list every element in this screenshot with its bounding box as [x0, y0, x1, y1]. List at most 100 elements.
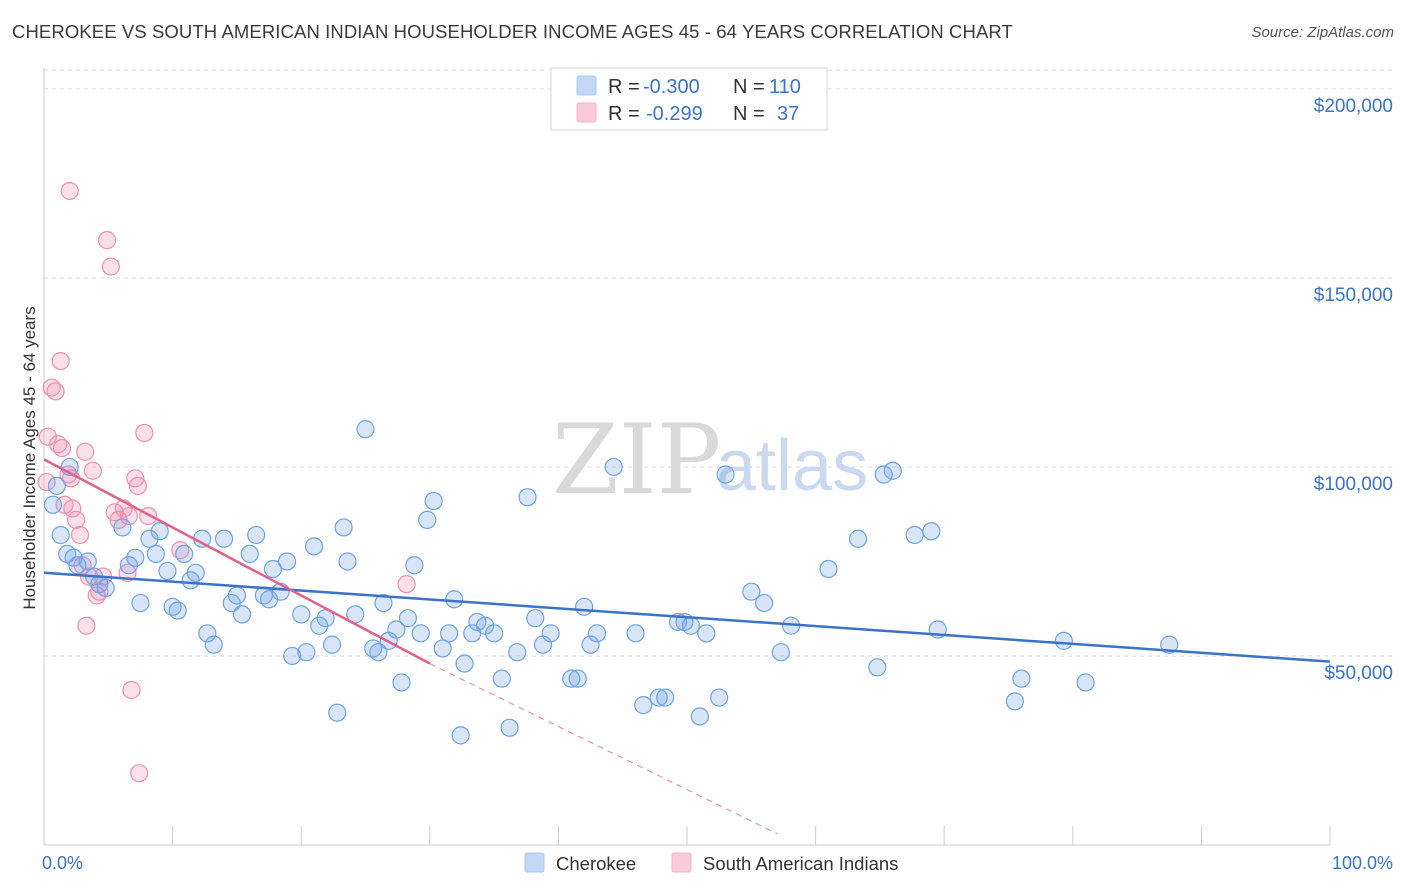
chart-title: CHEROKEE VS SOUTH AMERICAN INDIAN HOUSEH… [12, 21, 1013, 42]
data-point-cherokee [119, 556, 138, 575]
data-point-cherokee [277, 552, 297, 571]
data-point-sai [46, 382, 65, 401]
data-point-cherokee [568, 669, 587, 688]
data-point-sai [67, 510, 86, 529]
y-axis-label: Householder Income Ages 45 - 64 years [20, 306, 39, 609]
legend-swatch-sai [576, 102, 597, 123]
data-point-sai [130, 764, 149, 783]
y-tick-label: $150,000 [1314, 285, 1393, 306]
data-point-cherokee [439, 624, 459, 643]
data-point-cherokee [47, 476, 66, 495]
data-point-cherokee [1054, 631, 1073, 650]
data-point-cherokee [405, 556, 424, 575]
data-point-sai [60, 181, 79, 201]
data-point-cherokee [131, 593, 150, 613]
data-point-sai [128, 476, 147, 495]
data-point-cherokee [96, 578, 115, 598]
data-point-cherokee [140, 529, 159, 548]
bottom-legend-label-cherokee: Cherokee [556, 853, 636, 874]
data-point-cherokee [227, 586, 246, 605]
data-point-cherokee [263, 559, 283, 579]
data-point-cherokee [819, 559, 838, 579]
data-point-cherokee [1076, 673, 1095, 692]
data-point-cherokee [716, 465, 735, 484]
data-point-cherokee [146, 544, 165, 564]
data-point-sai [70, 525, 90, 545]
data-point-cherokee [626, 624, 645, 643]
data-point-cherokee [681, 616, 700, 635]
data-point-cherokee [445, 590, 464, 609]
legend-r-label-sai: R = [608, 103, 640, 125]
data-point-cherokee [297, 643, 316, 662]
data-point-cherokee [451, 726, 470, 745]
data-point-cherokee [304, 537, 324, 556]
data-point-cherokee [322, 635, 342, 654]
data-point-cherokee [485, 624, 504, 643]
legend-r-value-sai: -0.299 [646, 103, 703, 125]
data-point-sai [37, 472, 56, 492]
data-point-cherokee [310, 616, 329, 635]
data-point-cherokee [604, 457, 623, 477]
series-cherokee [43, 420, 1179, 745]
axes [43, 68, 1331, 846]
legend-r-label-cherokee: R = [608, 76, 640, 98]
x-tick-label: 100.0% [1332, 853, 1393, 873]
data-point-sai [51, 351, 70, 371]
data-point-cherokee [848, 529, 868, 548]
data-point-cherokee [198, 624, 217, 643]
data-point-cherokee [158, 561, 177, 581]
data-point-cherokee [356, 420, 375, 439]
data-point-cherokee [905, 525, 924, 545]
data-point-sai [97, 231, 117, 250]
data-point-cherokee [518, 488, 537, 507]
data-point-cherokee [587, 624, 607, 643]
data-point-cherokee [68, 556, 87, 575]
data-point-cherokee [398, 609, 418, 628]
watermark-atlas: atlas [716, 426, 868, 506]
bottom-legend: Cherokee South American Indians [524, 852, 898, 874]
data-point-cherokee [175, 544, 194, 564]
data-point-cherokee [1012, 669, 1031, 688]
legend-swatch-cherokee [576, 75, 597, 96]
data-point-cherokee [697, 624, 716, 643]
data-point-cherokee [541, 624, 560, 643]
watermark: ZIP atlas [552, 404, 868, 516]
trend-line-sai-extension [429, 662, 778, 835]
data-point-sai [52, 438, 72, 458]
data-point-cherokee [292, 605, 311, 624]
data-point-cherokee [742, 582, 761, 601]
x-tick-label: 0.0% [42, 853, 83, 873]
grid [44, 69, 1395, 657]
trend-line-cherokee [43, 571, 1331, 663]
trend-lines [43, 458, 1331, 835]
data-point-cherokee [883, 461, 902, 480]
data-point-cherokee [247, 525, 266, 545]
data-point-cherokee [283, 646, 302, 666]
data-point-sai [101, 257, 120, 276]
data-point-cherokee [369, 643, 388, 662]
data-point-cherokee [1005, 692, 1025, 711]
data-point-cherokee [204, 635, 223, 654]
data-point-sai [63, 499, 82, 518]
bottom-legend-label-sai: South American Indians [703, 853, 898, 874]
data-point-cherokee [868, 658, 887, 677]
data-point-sai [135, 423, 154, 443]
data-point-cherokee [334, 518, 353, 537]
data-point-cherokee [656, 688, 675, 707]
data-point-cherokee [771, 643, 790, 662]
data-point-cherokee [113, 518, 132, 537]
data-point-cherokee [338, 552, 357, 571]
y-tick-label: $50,000 [1324, 663, 1393, 684]
data-point-cherokee [387, 620, 406, 639]
legend-frame [550, 67, 828, 131]
data-point-cherokee [455, 654, 474, 673]
data-point-cherokee [51, 525, 70, 545]
data-point-cherokee [874, 465, 893, 484]
data-point-cherokee [392, 673, 411, 692]
data-point-cherokee [232, 605, 252, 624]
data-point-cherokee [562, 669, 581, 688]
data-point-cherokee [649, 688, 668, 707]
legend-n-label-cherokee: N = [733, 76, 765, 98]
legend-n-label-sai: N = [733, 103, 765, 125]
